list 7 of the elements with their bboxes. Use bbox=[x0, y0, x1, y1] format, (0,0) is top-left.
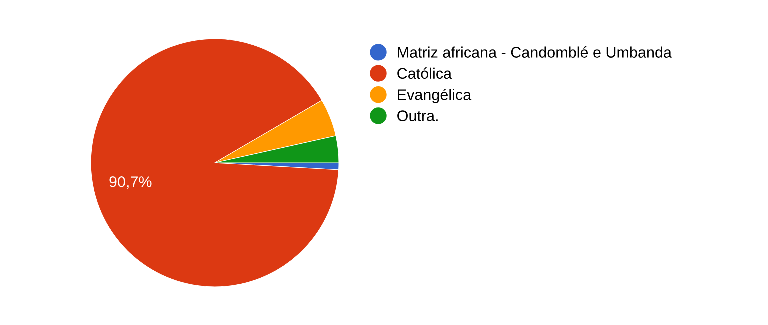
legend-label: Católica bbox=[398, 68, 452, 80]
legend-label: Evangélica bbox=[398, 88, 472, 104]
pie-slice bbox=[214, 100, 336, 164]
legend-label: Matriz africana - Candomblé e Umbanda bbox=[398, 46, 672, 58]
data-label: 90,7% bbox=[110, 176, 152, 190]
legend-label: Outra. bbox=[398, 110, 438, 122]
pie-slice bbox=[90, 38, 340, 288]
